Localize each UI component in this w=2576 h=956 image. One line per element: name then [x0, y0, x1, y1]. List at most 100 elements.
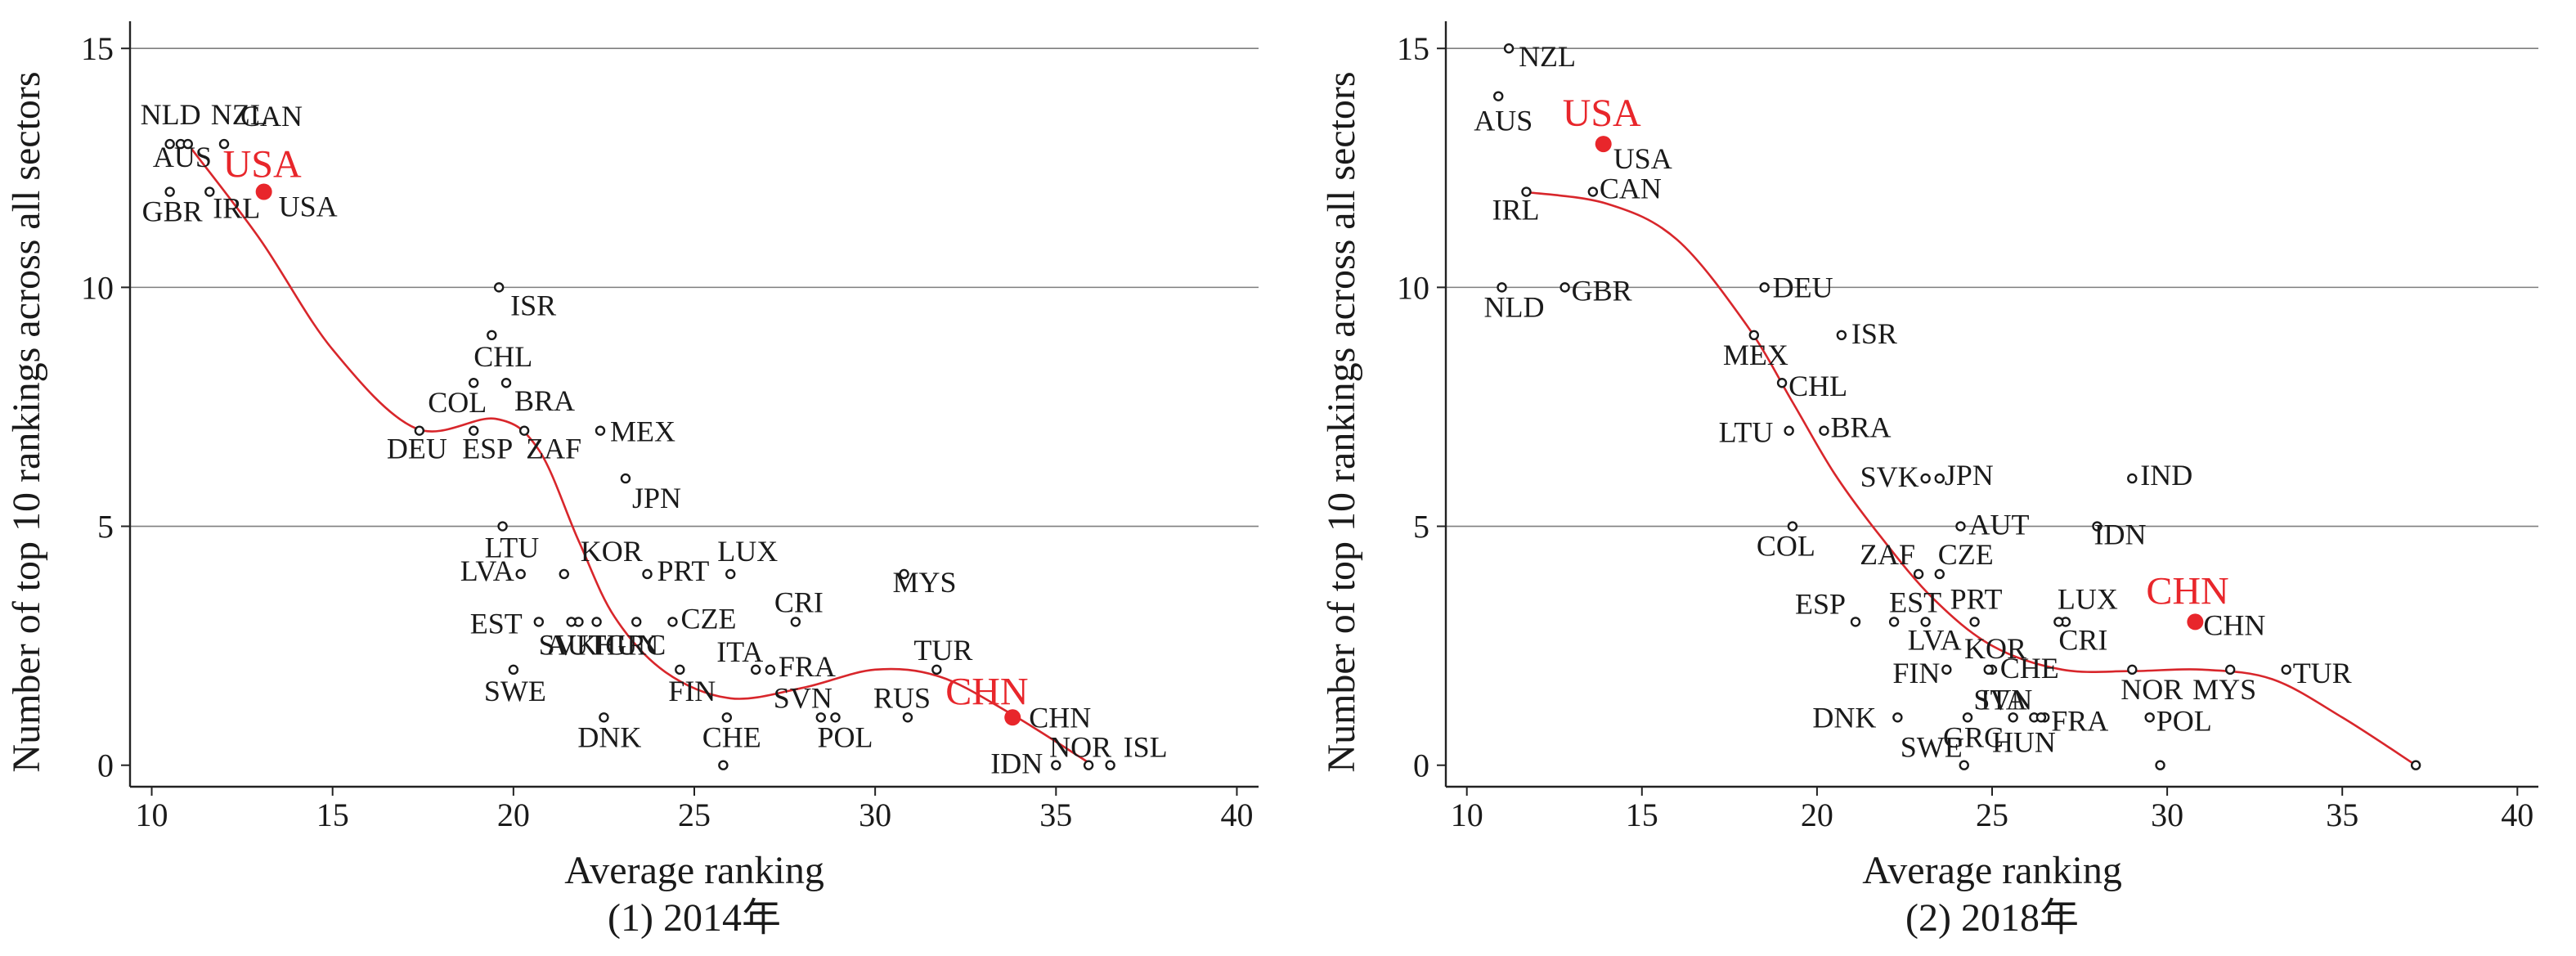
data-point	[595, 425, 606, 436]
data-point	[1497, 282, 1507, 293]
data-point	[1969, 617, 1980, 627]
point-label-grc: GRC	[605, 628, 666, 661]
point-label-prt: PRT	[1950, 582, 2003, 615]
highlight-tag-chn: CHN	[945, 670, 1028, 713]
x-tick-label: 20	[497, 797, 530, 833]
data-point	[591, 617, 602, 627]
data-point	[1787, 521, 1798, 532]
data-point	[414, 425, 425, 436]
point-label-chn: CHN	[1029, 701, 1091, 734]
trend-line	[1523, 191, 2417, 766]
point-label-can: CAN	[240, 100, 303, 132]
point-label-usa: USA	[1613, 142, 1672, 175]
data-point	[1503, 43, 1515, 54]
x-tick-label: 20	[1801, 797, 1833, 833]
data-point	[675, 664, 685, 675]
data-point	[493, 282, 505, 293]
data-point-highlight	[255, 183, 272, 200]
point-label-nor: NOR	[1049, 731, 1111, 764]
y-axis-title: Number of top 10 rankings across all sec…	[1320, 71, 1363, 772]
point-label-swe: SWE	[1901, 731, 1963, 764]
point-label-chl: CHL	[473, 340, 532, 373]
point-label-hun: HUN	[1992, 725, 2056, 758]
point-label-cri: CRI	[2058, 623, 2107, 656]
data-point	[830, 712, 841, 723]
point-label-pol: POL	[2156, 704, 2212, 737]
data-point	[721, 712, 733, 723]
data-point	[1776, 378, 1788, 388]
point-label-zaf: ZAF	[1860, 538, 1915, 571]
data-point	[1560, 282, 1570, 293]
point-label-aut: AUT	[1968, 509, 2029, 541]
point-label-isr: ISR	[1851, 317, 1897, 350]
data-point-highlight	[1004, 709, 1021, 726]
trend-line	[191, 148, 1093, 766]
point-label-che: CHE	[702, 720, 761, 753]
x-tick-label: 40	[1220, 797, 1253, 833]
data-point	[2127, 473, 2138, 484]
data-point	[1819, 425, 1829, 436]
chart-panel-1: 10 15 20 25 30 35 40 0 5 10 15 Average ranking Numbe…	[5, 21, 1259, 940]
point-label-nzl: NZL	[211, 98, 268, 131]
point-label-cri: CRI	[774, 586, 824, 618]
y-tick-label: 15	[1397, 30, 1429, 67]
y-tick-label: 5	[97, 509, 114, 545]
x-tick-label: 10	[1451, 797, 1483, 833]
point-label-mex: MEX	[1723, 339, 1788, 371]
point-label-svn: SVN	[774, 681, 832, 714]
data-point	[1955, 521, 1966, 532]
x-tick-label: 35	[1039, 797, 1072, 833]
point-label-irl: IRL	[1492, 194, 1539, 227]
point-label-esp: ESP	[1795, 587, 1846, 620]
data-point	[2155, 760, 2165, 770]
highlight-tag-usa: USA	[1563, 92, 1641, 135]
data-point	[1920, 473, 1931, 484]
data-point	[1983, 664, 1994, 675]
data-point	[1105, 760, 1115, 770]
data-point	[2092, 521, 2103, 532]
point-label-hun: HUN	[595, 628, 659, 661]
data-point	[2410, 760, 2421, 770]
data-point	[1892, 712, 1903, 723]
point-label-dnk: DNK	[1812, 701, 1876, 734]
data-point	[1493, 91, 1504, 101]
data-point	[1748, 330, 1760, 341]
point-label-svn: SVN	[1973, 683, 2032, 716]
point-label-jpn: JPN	[632, 482, 681, 514]
point-label-swe: SWE	[484, 675, 546, 707]
y-axis-title: Number of top 10 rankings across all sec…	[5, 71, 48, 772]
point-label-irl: IRL	[213, 192, 260, 225]
data-point	[667, 617, 678, 627]
data-point	[508, 664, 519, 675]
data-point	[620, 473, 631, 484]
x-axis-title: Average ranking	[564, 849, 824, 892]
chart-caption: (2) 2018年	[1905, 896, 2079, 940]
data-point	[1934, 568, 1945, 580]
data-point	[790, 617, 801, 627]
point-label-aus: AUS	[153, 141, 212, 173]
y-tick-label: 5	[1413, 509, 1429, 545]
point-label-mys: MYS	[2192, 673, 2256, 706]
point-label-ita: ITA	[716, 635, 763, 668]
data-point-highlight	[1595, 136, 1612, 153]
data-point	[815, 712, 827, 723]
point-label-idn: IDN	[990, 747, 1043, 780]
highlight-tag-chn: CHN	[2146, 569, 2228, 613]
point-label-svk: SVK	[1860, 460, 1919, 493]
data-point	[1759, 282, 1770, 293]
data-point	[2224, 664, 2236, 675]
point-label-gbr: GBR	[142, 195, 203, 228]
data-point	[1784, 425, 1794, 436]
data-point	[1521, 186, 1532, 197]
data-point	[1587, 186, 1599, 197]
point-label-isr: ISR	[510, 289, 556, 321]
data-point	[533, 617, 545, 627]
x-tick-label: 35	[2326, 797, 2358, 833]
point-label-tur: TUR	[913, 634, 972, 667]
point-label-prt: PRT	[657, 554, 710, 587]
data-point	[2053, 617, 2064, 627]
data-point	[182, 138, 193, 150]
point-label-bra: BRA	[514, 384, 575, 417]
data-point	[487, 330, 497, 341]
data-point-highlight	[2187, 613, 2204, 631]
